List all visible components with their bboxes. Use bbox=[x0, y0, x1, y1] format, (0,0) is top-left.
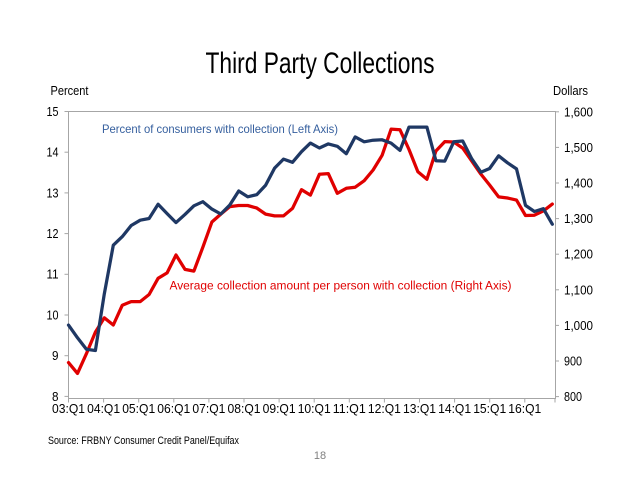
svg-text:1,200: 1,200 bbox=[564, 248, 593, 262]
svg-text:16:Q1: 16:Q1 bbox=[508, 402, 541, 416]
svg-text:14: 14 bbox=[47, 146, 59, 160]
svg-text:800: 800 bbox=[564, 390, 582, 404]
svg-text:9: 9 bbox=[52, 349, 59, 363]
svg-text:12:Q1: 12:Q1 bbox=[368, 402, 401, 416]
svg-text:1,000: 1,000 bbox=[564, 319, 593, 333]
svg-text:04:Q1: 04:Q1 bbox=[87, 402, 120, 416]
svg-text:11:Q1: 11:Q1 bbox=[333, 402, 366, 416]
svg-text:03:Q1: 03:Q1 bbox=[52, 402, 85, 416]
svg-text:1,300: 1,300 bbox=[564, 212, 593, 226]
svg-text:Percent: Percent bbox=[51, 83, 89, 98]
svg-text:10:Q1: 10:Q1 bbox=[298, 402, 331, 416]
svg-text:900: 900 bbox=[564, 355, 582, 369]
svg-text:11: 11 bbox=[47, 268, 59, 282]
svg-text:18: 18 bbox=[314, 450, 326, 462]
svg-text:1,400: 1,400 bbox=[564, 177, 593, 191]
svg-text:Source: FRBNY Consumer Credit: Source: FRBNY Consumer Credit Panel/Equi… bbox=[48, 435, 239, 447]
svg-text:08:Q1: 08:Q1 bbox=[228, 402, 261, 416]
svg-text:07:Q1: 07:Q1 bbox=[192, 402, 225, 416]
svg-text:09:Q1: 09:Q1 bbox=[263, 402, 296, 416]
svg-text:10: 10 bbox=[47, 308, 59, 322]
svg-text:1,600: 1,600 bbox=[564, 105, 593, 119]
svg-text:1,500: 1,500 bbox=[564, 141, 593, 155]
svg-text:13:Q1: 13:Q1 bbox=[403, 402, 436, 416]
svg-text:Percent of consumers with coll: Percent of consumers with collection (Le… bbox=[102, 123, 338, 136]
svg-text:06:Q1: 06:Q1 bbox=[157, 402, 190, 416]
svg-text:8: 8 bbox=[52, 390, 59, 404]
svg-text:Average collection amount per: Average collection amount per person wit… bbox=[170, 278, 512, 292]
svg-text:15: 15 bbox=[47, 105, 59, 119]
svg-text:14:Q1: 14:Q1 bbox=[438, 402, 471, 416]
svg-text:Dollars: Dollars bbox=[553, 83, 588, 98]
svg-text:12: 12 bbox=[47, 227, 59, 241]
svg-text:05:Q1: 05:Q1 bbox=[122, 402, 155, 416]
svg-text:1,100: 1,100 bbox=[564, 283, 593, 297]
svg-text:13: 13 bbox=[47, 186, 59, 200]
svg-text:15:Q1: 15:Q1 bbox=[473, 402, 506, 416]
svg-text:Third Party Collections: Third Party Collections bbox=[206, 47, 435, 80]
